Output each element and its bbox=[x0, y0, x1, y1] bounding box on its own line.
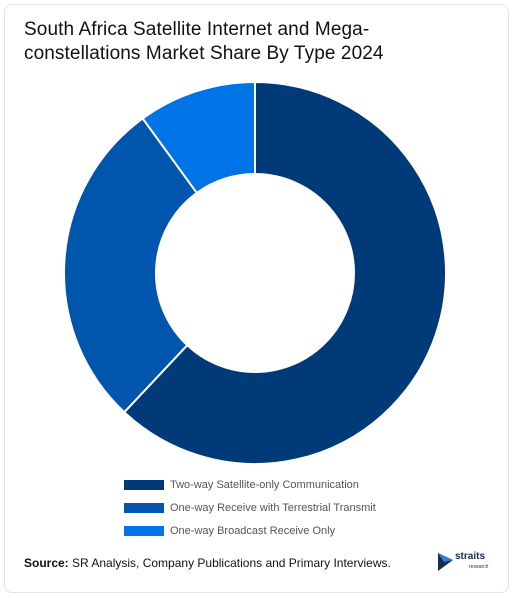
donut-slice-3 bbox=[141, 80, 256, 195]
legend-item-2: One-way Receive with Terrestrial Transmi… bbox=[124, 496, 376, 519]
legend-label: Two-way Satellite-only Communication bbox=[170, 478, 359, 491]
donut-chart bbox=[63, 80, 447, 465]
donut-slice-1 bbox=[122, 80, 447, 465]
straits-logo-icon bbox=[438, 553, 453, 571]
legend-label: One-way Broadcast Receive Only bbox=[170, 524, 336, 537]
straits-logo: straits research bbox=[437, 552, 488, 572]
donut-slice-2 bbox=[63, 117, 199, 414]
legend-swatch bbox=[124, 502, 164, 513]
logo-sub: research bbox=[469, 564, 489, 570]
source-note: Source: SR Analysis, Company Publication… bbox=[24, 556, 391, 570]
legend-swatch bbox=[124, 525, 164, 536]
source-label: Source: bbox=[24, 556, 69, 570]
legend-item-3: One-way Broadcast Receive Only bbox=[124, 519, 376, 542]
logo-name: straits bbox=[455, 551, 486, 562]
legend-label: One-way Receive with Terrestrial Transmi… bbox=[170, 501, 376, 514]
legend-item-1: Two-way Satellite-only Communication bbox=[124, 473, 376, 496]
chart-title: South Africa Satellite Internet and Mega… bbox=[24, 19, 384, 64]
chart-legend: Two-way Satellite-only Communication One-… bbox=[124, 473, 376, 542]
source-text: SR Analysis, Company Publications and Pr… bbox=[68, 556, 391, 570]
legend-swatch bbox=[124, 479, 164, 490]
